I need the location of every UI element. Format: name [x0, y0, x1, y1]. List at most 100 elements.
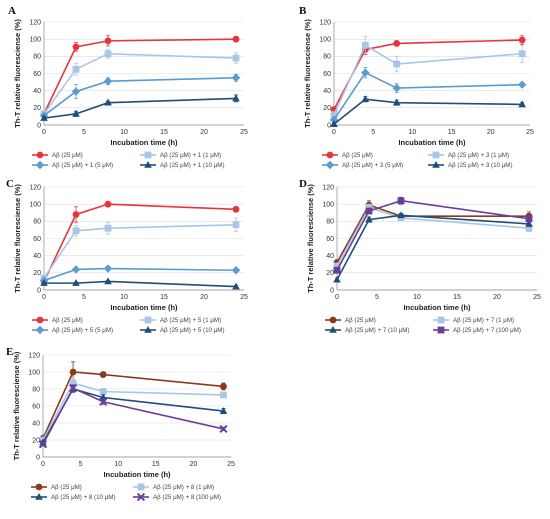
y-tick-label: 80 [33, 219, 41, 226]
data-point [103, 264, 113, 273]
legend-marker [35, 493, 43, 500]
legend-marker [144, 316, 152, 324]
data-point [333, 275, 341, 283]
data-point [397, 197, 405, 205]
data-point [220, 383, 227, 390]
data-point [72, 211, 80, 218]
x-tick-label: 15 [160, 294, 168, 301]
chart-panel-c: C 0 20 40 60 80 100 120 0 5 10 15 20 25 Incubation tim… [6, 178, 248, 335]
legend-label: Aβ (25 μM) + 3 (10 μM) [448, 162, 513, 169]
series-line [43, 52, 237, 115]
y-tick-label: 60 [323, 71, 331, 78]
legend-marker [432, 161, 440, 168]
data-point [393, 60, 401, 68]
series-line [43, 267, 237, 282]
data-point [72, 65, 80, 73]
data-point [393, 40, 401, 47]
data-point [330, 111, 338, 119]
x-tick-label: 5 [82, 129, 86, 136]
x-tick-label: 10 [120, 129, 128, 136]
x-tick-label: 20 [487, 129, 495, 136]
y-tick-label: 0 [330, 287, 334, 294]
legend-item: Aβ (25 μM) + 7 (10 μM) [325, 326, 410, 334]
legend-item: Aβ (25 μM) + 5 (5 μM) [32, 325, 113, 335]
x-tick-label: 25 [227, 461, 235, 468]
y-tick-label: 120 [28, 352, 40, 359]
x-axis-title: Incubation time (h) [103, 470, 171, 479]
legend-marker [325, 160, 335, 170]
data-point [397, 211, 405, 219]
series-1 [330, 35, 526, 113]
data-point [518, 50, 526, 58]
legend-marker [329, 326, 337, 333]
data-point [361, 41, 369, 49]
y-tick-label: 60 [326, 236, 334, 243]
data-point [71, 87, 81, 96]
legend-marker [144, 161, 152, 168]
data-point [518, 36, 526, 44]
series-line [336, 214, 530, 281]
legend-item: Aβ (25 μM) [32, 316, 83, 324]
y-tick-label: 40 [32, 420, 40, 427]
x-axis-title: Incubation time (h) [110, 138, 178, 147]
data-point [104, 98, 112, 106]
data-point [99, 397, 108, 406]
legend-item: Aβ (25 μM) [325, 316, 376, 324]
chart-panel-a: A 0 20 40 60 80 100 120 0 5 10 15 20 25 Incubation tim… [8, 5, 248, 170]
data-point [72, 227, 80, 235]
data-point [99, 371, 107, 378]
y-tick-label: 20 [326, 270, 334, 277]
legend-label: Aβ (25 μM) + 5 (10 μM) [160, 327, 225, 334]
legend-item: Aβ (25 μM) [32, 151, 83, 159]
data-point [329, 115, 339, 125]
series-2 [40, 217, 240, 282]
chart-panel-b: B 0 20 40 60 80 100 120 0 5 10 15 20 25 Incubation tim… [299, 5, 534, 170]
x-tick-label: 20 [493, 294, 501, 301]
legend-marker [432, 151, 440, 159]
legend-marker [137, 483, 145, 491]
series-line [42, 371, 224, 439]
y-tick-label: 80 [32, 386, 40, 393]
legend-label: Aβ (25 μM) + 5 (1 μM) [160, 317, 221, 324]
legend-marker [144, 151, 152, 159]
legend-marker [35, 483, 43, 491]
series-line [336, 206, 530, 267]
y-tick-label: 20 [33, 270, 41, 277]
data-point [232, 205, 240, 213]
data-point [103, 77, 113, 86]
legend-marker [36, 151, 44, 159]
legend-marker [437, 326, 445, 334]
y-axis-title: Th-T relative fluoresciense (%) [13, 184, 22, 293]
legend-item: Aβ (25 μM) + 8 (100 μM) [133, 492, 221, 501]
legend-item: Aβ (25 μM) [31, 483, 82, 491]
x-axis-title: Incubation time (h) [398, 138, 466, 147]
series-1 [40, 200, 240, 285]
data-point [518, 100, 526, 108]
data-point [365, 215, 373, 223]
legend-label: Aβ (25 μM) + 1 (1 μM) [160, 152, 221, 159]
data-point [68, 384, 78, 393]
x-tick-label: 10 [120, 294, 128, 301]
series-line [42, 388, 224, 443]
legend-marker [326, 151, 334, 159]
y-tick-label: 0 [37, 122, 41, 129]
data-point [392, 98, 401, 106]
legend-label: Aβ (25 μM) + 7 (10 μM) [345, 327, 410, 334]
data-point [104, 224, 112, 232]
x-tick-label: 0 [41, 461, 45, 468]
series-4 [330, 95, 526, 127]
legend-item: Aβ (25 μM) + 1 (5 μM) [32, 160, 113, 170]
y-tick-label: 120 [322, 184, 334, 191]
panel-label: B [299, 5, 307, 17]
data-point [365, 204, 373, 211]
x-tick-label: 5 [79, 461, 83, 468]
series-line [42, 387, 224, 445]
y-tick-label: 20 [32, 437, 40, 444]
x-tick-label: 0 [335, 294, 339, 301]
x-tick-label: 5 [82, 294, 86, 301]
series-line [333, 98, 523, 125]
series-line [43, 223, 237, 279]
data-point [71, 265, 81, 274]
data-point [40, 279, 48, 286]
